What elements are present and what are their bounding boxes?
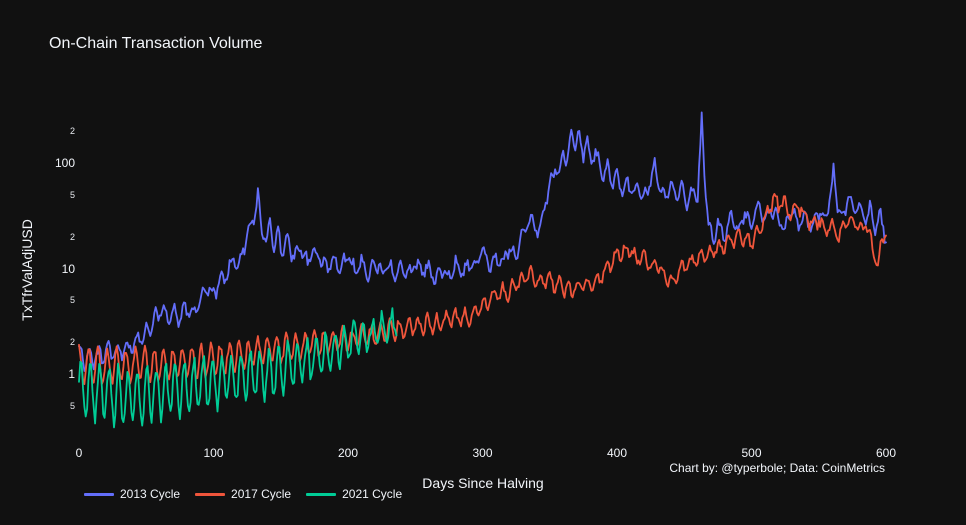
legend-item-2017-cycle[interactable]: 2017 Cycle [195,487,291,501]
x-tick-label: 400 [606,446,628,460]
y-tick-label: 5 [69,400,75,411]
legend-item-2021-cycle[interactable]: 2021 Cycle [306,487,402,501]
series-line-2017-cycle[interactable] [78,192,887,386]
legend-label: 2021 Cycle [342,487,403,501]
x-tick-label: 200 [337,446,359,460]
chart-credit: Chart by: @typerbole; Data: CoinMetrics [669,461,885,475]
legend-label: 2013 Cycle [120,487,181,501]
y-tick-label: 2 [69,126,75,137]
x-tick-label: 0 [75,446,83,460]
series-line-2021-cycle[interactable] [78,307,398,429]
legend-line-swatch [84,492,114,496]
y-tick-label: 100 [54,156,75,170]
x-tick-label: 300 [472,446,493,460]
legend: 2013 Cycle 2017 Cycle 2021 Cycle [84,487,402,501]
legend-line-swatch [195,492,226,496]
y-tick-label: 10 [61,261,75,276]
y-tick-label: 5 [69,295,75,306]
y-tick-label: 2 [69,337,75,348]
chart-title: On-Chain Transaction Volume [49,35,263,52]
legend-item-2013-cycle[interactable]: 2013 Cycle [84,487,180,501]
x-tick-label: 600 [875,446,897,460]
legend-line-swatch [306,492,337,496]
legend-label: 2017 Cycle [231,487,292,501]
x-tick-label: 100 [203,446,224,460]
y-tick-label: 2 [69,231,75,242]
y-tick-label: 5 [69,189,75,200]
x-axis-title: Days Since Halving [422,475,544,491]
x-tick-label: 500 [741,446,762,460]
y-tick-label: 1 [68,367,75,381]
series-line-2013-cycle[interactable] [78,111,887,372]
